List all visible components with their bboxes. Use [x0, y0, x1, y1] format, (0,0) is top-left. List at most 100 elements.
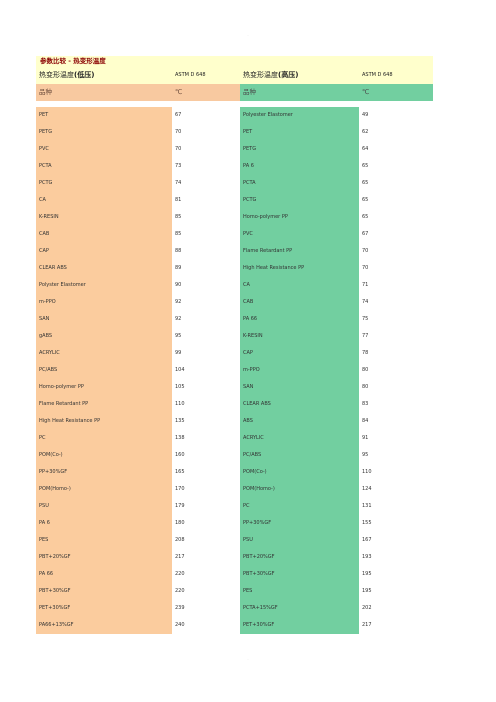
right-material-cell: PBT+20%GF [240, 549, 359, 566]
left-value-cell: 67 [172, 107, 240, 124]
right-material-cell: PC/ABS [240, 447, 359, 464]
right-material-cell: m-PPO [240, 362, 359, 379]
right-material-cell: PC [240, 498, 359, 515]
left-material-cell: CAP [36, 243, 172, 260]
right-material-cell: CA [240, 277, 359, 294]
right-material-cell: Polyester Elastomer [240, 107, 359, 124]
left-material-cell: SAN [36, 311, 172, 328]
left-material-cell: POM(Co-) [36, 447, 172, 464]
left-value-cell: 217 [172, 549, 240, 566]
table-row: POM(Co-) 160 PC/ABS 95 [36, 447, 433, 464]
right-value-cell: 83 [359, 396, 433, 413]
left-value-cell: 239 [172, 600, 240, 617]
left-value-cell: 92 [172, 294, 240, 311]
left-value-cell: 180 [172, 515, 240, 532]
table-row: PET 67 Polyester Elastomer 49 [36, 107, 433, 124]
right-material-cell: Flame Retardant PP [240, 243, 359, 260]
table-title: 参数比较 - 热变形温度 [36, 56, 433, 67]
table-row: Polyster Elastomer 90 CA 71 [36, 277, 433, 294]
table-row: Flame Retardant PP 110 CLEAR ABS 83 [36, 396, 433, 413]
left-material-cell: High Heat Resistance PP [36, 413, 172, 430]
right-value-cell: 95 [359, 447, 433, 464]
left-material-cell: PET+30%GF [36, 600, 172, 617]
right-material-cell: CAP [240, 345, 359, 362]
left-value-cell: 85 [172, 209, 240, 226]
left-material-cell: Flame Retardant PP [36, 396, 172, 413]
right-material-cell: PET+30%GF [240, 617, 359, 634]
left-value-cell: 73 [172, 158, 240, 175]
table-row: K-RESIN 85 Homo-polymer PP 65 [36, 209, 433, 226]
table-row: PC 138 ACRYLIC 91 [36, 430, 433, 447]
right-material-cell: PBT+30%GF [240, 566, 359, 583]
right-value-cell: 110 [359, 464, 433, 481]
left-name-heading: 品种 [36, 84, 172, 101]
unit-row: 品种 ℃ 品种 ℃ [36, 84, 433, 101]
table-row: High Heat Resistance PP 135 ABS 84 [36, 413, 433, 430]
table-row: PP+30%GF 165 POM(Co-) 110 [36, 464, 433, 481]
left-material-cell: PVC [36, 141, 172, 158]
table-row: PET+30%GF 239 PCTA+15%GF 202 [36, 600, 433, 617]
right-value-cell: 62 [359, 124, 433, 141]
right-value-cell: 80 [359, 362, 433, 379]
right-value-cell: 131 [359, 498, 433, 515]
right-value-cell: 217 [359, 617, 433, 634]
left-value-cell: 240 [172, 617, 240, 634]
left-material-cell: PET [36, 107, 172, 124]
left-value-cell: 90 [172, 277, 240, 294]
left-material-cell: POM(Homo-) [36, 481, 172, 498]
right-value-cell: 77 [359, 328, 433, 345]
right-material-cell: PA 66 [240, 311, 359, 328]
left-material-cell: PP+30%GF [36, 464, 172, 481]
page-footer-mark: · [247, 657, 249, 662]
right-value-cell: 71 [359, 277, 433, 294]
left-value-cell: 220 [172, 583, 240, 600]
right-material-cell: K-RESIN [240, 328, 359, 345]
heat-deflection-table: 参数比较 - 热变形温度 热变形温度(低压) ASTM D 648 热变形温度(… [36, 56, 433, 634]
left-value-cell: 220 [172, 566, 240, 583]
table-row: CAB 85 PVC 67 [36, 226, 433, 243]
right-material-cell: PP+30%GF [240, 515, 359, 532]
table-row: PBT+20%GF 217 PBT+20%GF 193 [36, 549, 433, 566]
left-value-cell: 104 [172, 362, 240, 379]
left-value-cell: 99 [172, 345, 240, 362]
left-material-cell: PETG [36, 124, 172, 141]
left-value-cell: 85 [172, 226, 240, 243]
right-value-cell: 195 [359, 566, 433, 583]
table-row: PCTA 73 PA 6 65 [36, 158, 433, 175]
table-row: CAP 88 Flame Retardant PP 70 [36, 243, 433, 260]
right-material-cell: PCTA [240, 175, 359, 192]
table-row: PC/ABS 104 m-PPO 80 [36, 362, 433, 379]
left-value-cell: 105 [172, 379, 240, 396]
right-material-cell: PCTA+15%GF [240, 600, 359, 617]
left-material-cell: PCTA [36, 158, 172, 175]
right-value-cell: 202 [359, 600, 433, 617]
left-value-cell: 160 [172, 447, 240, 464]
left-material-cell: CA [36, 192, 172, 209]
table-row: Homo-polymer PP 105 SAN 80 [36, 379, 433, 396]
left-material-cell: ACRYLIC [36, 345, 172, 362]
left-unit-heading: ℃ [172, 84, 240, 101]
left-value-cell: 135 [172, 413, 240, 430]
right-value-cell: 65 [359, 175, 433, 192]
table-row: PSU 179 PC 131 [36, 498, 433, 515]
left-value-cell: 88 [172, 243, 240, 260]
left-material-cell: PA 6 [36, 515, 172, 532]
left-material-cell: PC/ABS [36, 362, 172, 379]
right-material-cell: PCTG [240, 192, 359, 209]
left-material-cell: Polyster Elastomer [36, 277, 172, 294]
left-material-cell: PBT+20%GF [36, 549, 172, 566]
right-header-paren: (高压) [278, 71, 299, 79]
table-body: PET 67 Polyester Elastomer 49 PETG 70 PET 62 PVC… [36, 107, 433, 634]
right-value-cell: 78 [359, 345, 433, 362]
right-name-heading: 品种 [240, 84, 359, 101]
right-value-cell: 124 [359, 481, 433, 498]
right-value-cell: 65 [359, 192, 433, 209]
right-value-cell: 65 [359, 209, 433, 226]
left-value-cell: 89 [172, 260, 240, 277]
right-material-cell: SAN [240, 379, 359, 396]
right-value-cell: 49 [359, 107, 433, 124]
right-value-cell: 195 [359, 583, 433, 600]
right-material-cell: ABS [240, 413, 359, 430]
right-value-cell: 193 [359, 549, 433, 566]
table-row: PCTG 74 PCTA 65 [36, 175, 433, 192]
